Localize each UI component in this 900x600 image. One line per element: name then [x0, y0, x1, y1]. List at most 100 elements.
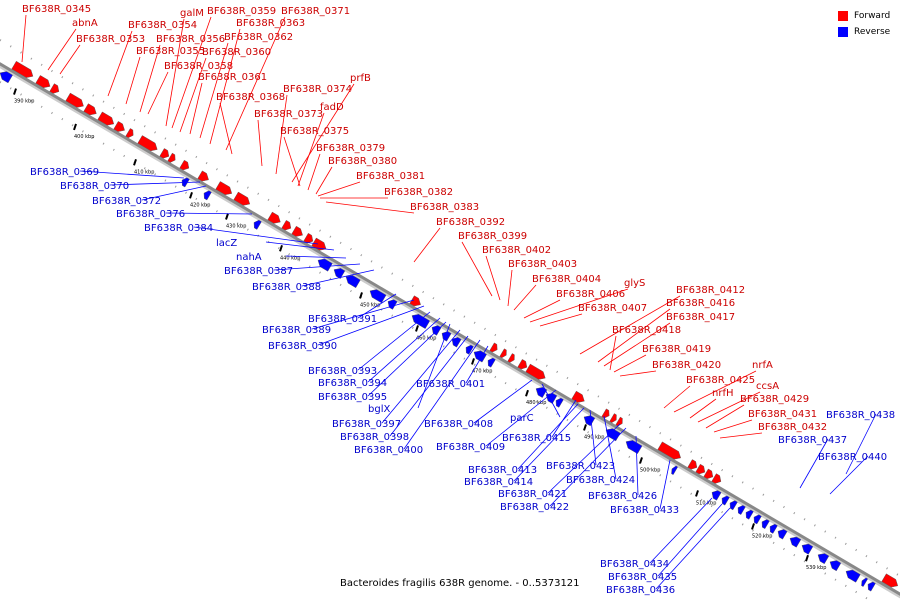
scale-label: 460 kbp — [416, 335, 436, 341]
reverse-gene — [777, 529, 788, 540]
forward-gene-label: BF638R_0362 — [224, 32, 293, 43]
forward-leader-line — [275, 94, 288, 175]
forward-gene-label: BF638R_0432 — [758, 422, 827, 433]
reverse-gene — [829, 560, 842, 572]
forward-leader-line — [107, 30, 133, 97]
reverse-leader-line — [541, 383, 561, 418]
reverse-gene-label: BF638R_0369 — [30, 167, 99, 178]
reverse-gene-label: BF638R_0424 — [566, 475, 635, 486]
reverse-gene-label: BF638R_0409 — [436, 442, 505, 453]
reverse-gene — [465, 344, 474, 355]
reverse-leader-line — [829, 455, 869, 495]
reverse-gene-label: BF638R_0397 — [332, 419, 401, 430]
forward-leader-line — [597, 308, 671, 363]
forward-gene — [571, 390, 585, 403]
scale-tick — [415, 325, 419, 332]
reverse-leader-line — [635, 435, 639, 496]
forward-gene — [113, 121, 125, 132]
forward-gene-label: BF638R_0418 — [612, 325, 681, 336]
reverse-gene — [583, 415, 596, 427]
forward-gene-label: ccsA — [756, 381, 779, 392]
reverse-leader-line — [655, 507, 731, 590]
forward-leader-line — [21, 14, 27, 63]
forward-leader-line — [513, 284, 537, 311]
reverse-gene-label: BF638R_0422 — [500, 502, 569, 513]
reverse-leader-line — [799, 438, 829, 489]
scale-label: 440 kbp — [280, 255, 300, 261]
forward-gene — [311, 237, 327, 251]
forward-gene-label: BF638R_0353 — [76, 34, 145, 45]
reverse-gene-label: BF638R_0370 — [60, 181, 129, 192]
forward-gene — [881, 573, 899, 588]
reverse-gene-label: BF638R_0395 — [318, 392, 387, 403]
forward-gene — [291, 225, 303, 237]
forward-gene — [499, 348, 507, 359]
reverse-gene-label: BF638R_0384 — [144, 223, 213, 234]
scale-label: 390 kbp — [14, 99, 34, 105]
scale-tick — [639, 457, 643, 464]
forward-leader-line — [179, 57, 207, 133]
scale-tick — [359, 292, 363, 299]
forward-leader-line — [219, 102, 233, 155]
forward-gene-label: BF638R_0373 — [254, 109, 323, 120]
reverse-gene-label: BF638R_0372 — [92, 196, 161, 207]
forward-gene-label: BF638R_0406 — [556, 289, 625, 300]
legend-forward: Forward — [838, 8, 890, 24]
forward-gene-label: BF638R_0375 — [280, 126, 349, 137]
forward-leader-line — [529, 288, 629, 323]
reverse-leader-line — [551, 399, 577, 438]
reverse-leader-line — [165, 212, 253, 215]
reverse-gene-label: BF638R_0438 — [826, 410, 895, 421]
reverse-gene — [845, 569, 861, 583]
forward-leader-line — [59, 44, 81, 75]
forward-gene-label: BF638R_0374 — [283, 84, 352, 95]
forward-gene — [125, 128, 134, 138]
forward-gene — [267, 211, 281, 224]
legend-reverse-label: Reverse — [854, 27, 891, 37]
forward-gene — [695, 463, 706, 475]
legend-forward-swatch — [838, 11, 848, 21]
reverse-leader-line — [311, 299, 415, 330]
forward-gene-label: BF638R_0412 — [676, 285, 745, 296]
scale-tick — [189, 191, 193, 199]
forward-gene — [49, 83, 60, 94]
scale-tick — [583, 424, 587, 431]
forward-gene — [97, 111, 115, 126]
forward-gene-label: BF638R_0399 — [458, 231, 527, 242]
forward-gene-label: BF638R_0355 — [136, 46, 205, 57]
forward-gene-label: BF638R_0380 — [328, 156, 397, 167]
forward-gene — [35, 75, 51, 88]
reverse-leader-line — [381, 329, 461, 424]
scale-label: 520 kbp — [752, 533, 772, 539]
forward-gene-label: BF638R_0345 — [22, 4, 91, 15]
forward-gene-label: BF638R_0404 — [532, 274, 601, 285]
forward-leader-line — [317, 181, 361, 197]
scale-label: 510 kbp — [696, 500, 716, 506]
forward-leader-line — [325, 201, 415, 214]
scale-label: 470 kbp — [472, 368, 492, 374]
forward-gene — [215, 181, 233, 195]
forward-gene-label: BF638R_0425 — [686, 375, 755, 386]
forward-gene-label: BF638R_0359 — [207, 6, 276, 17]
reverse-leader-line — [465, 345, 489, 384]
reverse-leader-line — [367, 321, 447, 397]
reverse-gene — [817, 553, 830, 565]
forward-leader-line — [523, 299, 561, 319]
forward-gene-label: BF638R_0431 — [748, 409, 817, 420]
forward-leader-line — [209, 28, 241, 145]
reverse-leader-line — [141, 185, 207, 201]
forward-gene-label: BF638R_0416 — [666, 298, 735, 309]
reverse-gene — [555, 397, 564, 408]
legend-forward-label: Forward — [854, 11, 891, 21]
reverse-leader-line — [273, 263, 361, 271]
reverse-gene-label: BF638R_0391 — [308, 314, 377, 325]
legend-reverse-swatch — [838, 27, 848, 37]
scale-tick — [751, 523, 755, 530]
forward-gene-label: BF638R_0429 — [740, 394, 809, 405]
forward-gene-label: BF638R_0379 — [316, 143, 385, 154]
scale-tick — [133, 158, 137, 166]
reverse-gene-label: BF638R_0389 — [262, 325, 331, 336]
forward-gene-label: BF638R_0383 — [410, 202, 479, 213]
scale-label: 400 kbp — [74, 134, 94, 140]
forward-gene-label: BF638R_0403 — [508, 259, 577, 270]
